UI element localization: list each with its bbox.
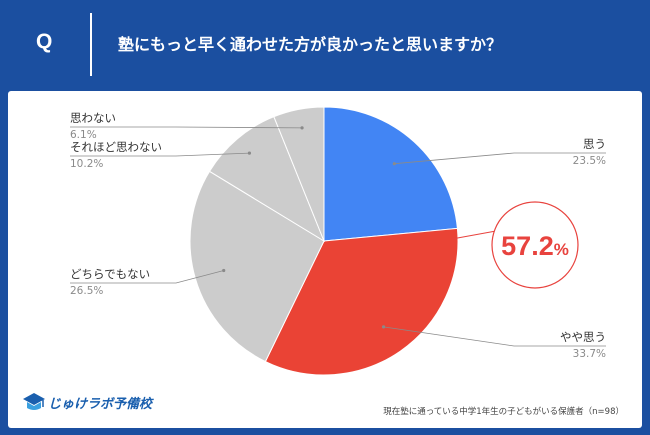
pie-slice xyxy=(189,170,325,363)
leader-line xyxy=(383,326,606,347)
leader-dot xyxy=(222,268,226,273)
chart-card: 思う 23.5% やや思う 33.7% どちらでもない 26.5% それほど思わない 10.2… xyxy=(8,91,642,428)
leader-line xyxy=(70,270,224,284)
header: Q 塾にもっと早く通わせた方が良かったと思いますか？ xyxy=(0,0,650,88)
highlight-callout: 57.2% xyxy=(451,201,579,289)
slice-percent: 23.5% xyxy=(573,155,606,167)
leader-line xyxy=(70,152,250,157)
leader-dot xyxy=(247,151,252,155)
pie-slice xyxy=(208,116,326,243)
slice-percent: 33.7% xyxy=(573,348,606,360)
sample-note: 現在塾に通っている中学1年生の子どもがいる保護者（n=98） xyxy=(383,407,624,417)
leader-line xyxy=(70,126,303,129)
leader-line xyxy=(394,152,606,165)
brand-name: じゅけラボ予備校 xyxy=(48,397,153,412)
question-title: 塾にもっと早く通わせた方が良かったと思いますか？ xyxy=(118,35,503,54)
slice-label: それほど思わない xyxy=(70,140,162,154)
slice-label: 思う xyxy=(583,137,606,151)
slice-percent: 6.1% xyxy=(70,129,97,141)
pie-slice xyxy=(273,106,325,242)
callout-pointer xyxy=(451,230,497,240)
leader-dot xyxy=(300,126,304,130)
slice-label: やや思う xyxy=(560,330,606,344)
slice-percent: 26.5% xyxy=(70,285,103,297)
callout-number: 57.2 xyxy=(501,231,554,261)
pie-slice xyxy=(264,227,459,376)
leader-dot xyxy=(392,162,396,166)
callout-unit: % xyxy=(554,240,569,259)
leader-dot xyxy=(381,325,386,329)
callout-value: 57.2% xyxy=(501,231,569,261)
callout-circle xyxy=(491,201,579,289)
question-marker: Q xyxy=(36,30,53,53)
header-divider xyxy=(90,13,92,76)
pie-chart: 思う 23.5% やや思う 33.7% どちらでもない 26.5% それほど思わない 10.2… xyxy=(70,106,606,376)
slice-label: 思わない xyxy=(70,111,116,125)
slice-percent: 10.2% xyxy=(70,158,103,170)
pie-slice xyxy=(323,106,458,242)
graduation-cap-icon xyxy=(23,393,45,410)
slice-label: どちらでもない xyxy=(70,267,150,281)
